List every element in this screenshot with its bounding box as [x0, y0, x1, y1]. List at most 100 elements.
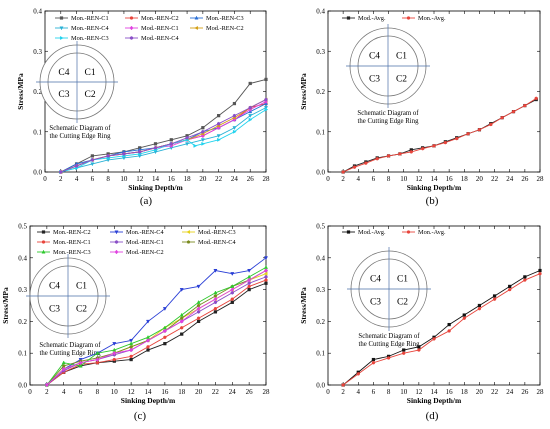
- series-line: [46, 257, 267, 386]
- x-axis-label: Sinking Depth/m: [128, 183, 183, 192]
- data-point: [523, 103, 527, 108]
- legend-swatch-marker: [194, 25, 199, 31]
- legend-item: Mod.-REN-C1: [125, 25, 179, 32]
- series-line: [46, 266, 267, 386]
- data-point: [78, 360, 83, 366]
- x-tick-label: 4: [357, 388, 361, 396]
- legend-label: Mod.-REN-C3: [198, 229, 236, 236]
- legend-item: Mon.-Avg.: [402, 229, 446, 236]
- legend-label: Mod.-REN-C4: [141, 35, 179, 42]
- series-line: [342, 273, 541, 386]
- x-tick-label: 18: [184, 175, 192, 183]
- x-tick-label: 4: [62, 388, 66, 396]
- x-tick-label: 8: [387, 388, 391, 396]
- data-point: [61, 366, 66, 372]
- x-tick-label: 10: [120, 175, 128, 183]
- data-point: [129, 357, 133, 362]
- legend-label: Mon.-REN-C3: [71, 35, 109, 42]
- legend-label: Mod.-REN-C4: [198, 239, 236, 246]
- x-tick-label: 0: [326, 175, 330, 183]
- y-tick-label: 0.1: [316, 350, 325, 358]
- data-point: [248, 117, 253, 122]
- x-tick-label: 2: [45, 388, 49, 396]
- legend-swatch-marker: [59, 16, 64, 20]
- legend-item: Mon.-REN-C2: [125, 15, 179, 22]
- data-point: [112, 357, 116, 362]
- series-line: [46, 282, 267, 386]
- data-point: [523, 275, 527, 279]
- data-point: [78, 363, 83, 368]
- x-tick-label: 14: [431, 175, 439, 183]
- data-point: [248, 81, 252, 86]
- data-point: [213, 294, 218, 298]
- data-point: [153, 142, 158, 146]
- x-tick-label: 0: [326, 388, 330, 396]
- data-point: [185, 135, 189, 140]
- data-point: [511, 109, 516, 114]
- data-point: [534, 96, 538, 101]
- data-point: [264, 107, 269, 112]
- data-point: [44, 382, 49, 388]
- y-tick-label: 0.0: [316, 169, 325, 177]
- x-tick-label: 12: [415, 175, 423, 183]
- data-point: [162, 307, 167, 311]
- x-tick-label: 6: [372, 175, 376, 183]
- data-point: [247, 287, 251, 292]
- data-point: [179, 288, 184, 292]
- data-point: [180, 332, 184, 336]
- y-tick-label: 0.0: [316, 382, 325, 390]
- legend-swatch-marker: [114, 240, 119, 244]
- legend-item: Mon.-REN-C3: [55, 35, 109, 42]
- data-point: [232, 113, 237, 118]
- data-point: [196, 303, 201, 308]
- data-point: [356, 372, 360, 376]
- data-point: [477, 303, 482, 308]
- data-point: [169, 141, 173, 146]
- data-point: [112, 350, 117, 356]
- data-point: [112, 342, 117, 346]
- data-point: [375, 157, 379, 161]
- x-tick-label: 14: [145, 388, 153, 396]
- data-point: [146, 345, 150, 349]
- x-tick-label: 2: [59, 175, 63, 183]
- quadrant-label: C1: [85, 68, 96, 78]
- data-point: [264, 278, 268, 282]
- x-tick-label: 6: [91, 175, 95, 183]
- x-tick-label: 28: [263, 388, 271, 396]
- x-axis-label: Sinking Depth/m: [407, 183, 462, 192]
- data-point: [90, 154, 94, 158]
- data-point: [508, 287, 512, 292]
- data-point: [122, 152, 126, 156]
- data-point: [508, 284, 512, 289]
- data-point: [138, 149, 142, 154]
- legend-label: Mod.-REN-C2: [206, 25, 244, 32]
- data-point: [264, 274, 268, 279]
- x-tick-label: 20: [476, 388, 484, 396]
- data-point: [432, 144, 436, 148]
- y-tick-label: 0.2: [316, 318, 325, 326]
- data-point: [264, 77, 268, 82]
- y-tick-label: 0.4: [316, 8, 325, 16]
- x-tick-label: 14: [431, 388, 439, 396]
- x-tick-label: 20: [195, 388, 203, 396]
- x-tick-label: 8: [387, 175, 391, 183]
- data-point: [129, 347, 134, 353]
- legend-item: Mod.-REN-C2: [190, 25, 244, 32]
- series-line: [342, 270, 541, 386]
- quadrant-label: C3: [370, 298, 381, 308]
- data-point: [179, 319, 184, 324]
- data-point: [106, 154, 110, 158]
- data-point: [230, 300, 234, 304]
- x-tick-label: 28: [537, 175, 545, 183]
- legend-swatch-marker: [346, 16, 351, 20]
- data-point: [213, 306, 218, 311]
- data-point: [247, 281, 251, 286]
- data-point: [180, 326, 184, 330]
- data-point: [95, 357, 100, 362]
- data-point: [462, 313, 466, 317]
- series-line: [60, 99, 267, 173]
- data-point: [409, 150, 413, 154]
